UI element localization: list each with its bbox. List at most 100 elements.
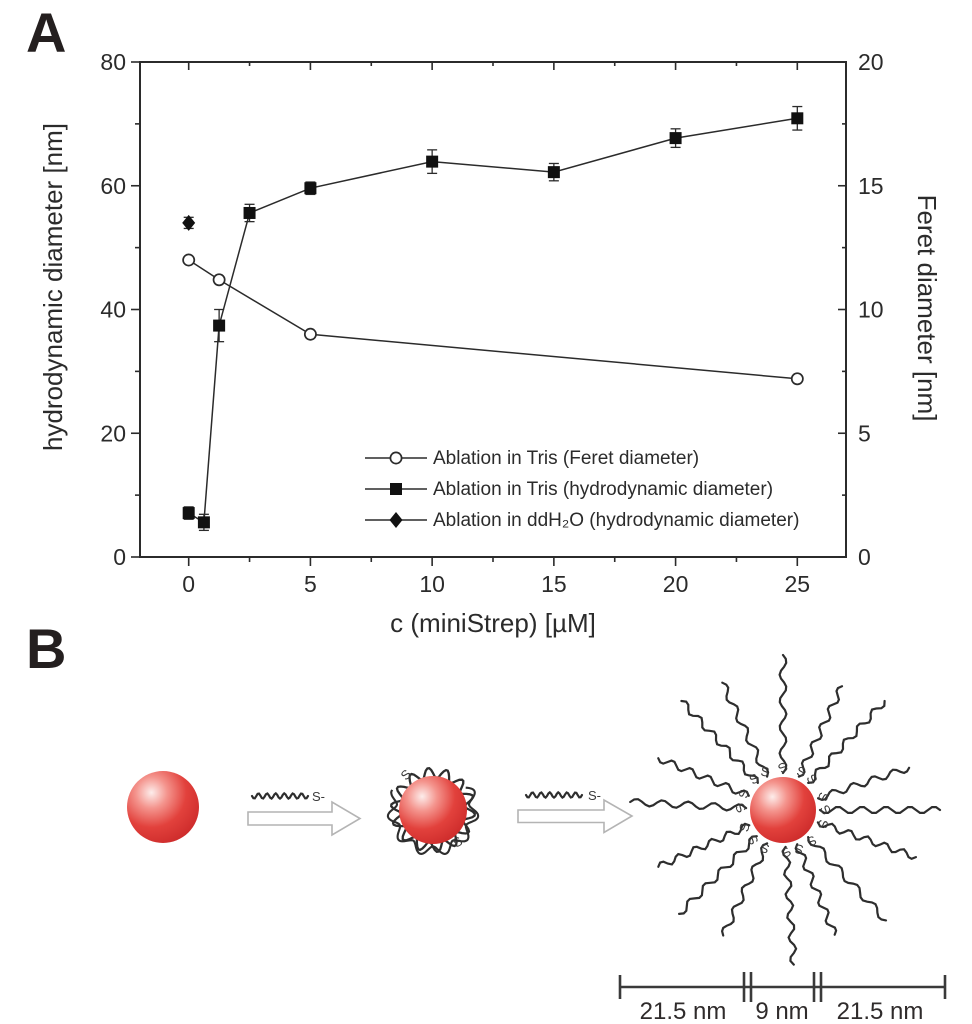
sulfur-glyph: S	[732, 800, 749, 815]
marker-open-circle	[389, 451, 403, 465]
x-tick-label: 25	[785, 571, 811, 597]
y-right-tick-label: 5	[858, 420, 871, 446]
sulfur-glyph: S	[804, 832, 820, 849]
shell-ligand	[818, 806, 942, 814]
marker-filled-square	[426, 155, 439, 168]
sulfur-glyph: S	[778, 844, 794, 861]
shell-ligand	[657, 757, 750, 797]
shell-ligand	[629, 798, 748, 812]
sulfur-glyph: S	[815, 791, 832, 804]
coated-sphere	[399, 776, 467, 844]
y-left-tick-label: 60	[100, 173, 126, 199]
marker-filled-square	[213, 319, 226, 332]
marker-filled-square	[669, 132, 682, 145]
scale-label-right: 21.5 nm	[837, 998, 924, 1024]
marker-filled-square	[182, 507, 195, 520]
scale-label-core: 9 nm	[755, 998, 808, 1024]
shell-ligand	[778, 653, 788, 775]
arrow-right-icon-2	[517, 798, 634, 834]
y-right-tick-label: 10	[858, 297, 884, 323]
shell-ligand	[807, 699, 886, 784]
coated-nanoparticle: S S	[386, 766, 480, 855]
ligand-wrap-ring-2	[386, 786, 480, 855]
legend-label-ddh2o-hydro: Ablation in ddH₂O (hydrodynamic diameter…	[433, 510, 799, 531]
x-tick-label: 20	[663, 571, 689, 597]
chart-legend: Ablation in Tris (Feret diameter) Ablati…	[365, 448, 799, 531]
panel-a: A 0 5 10 15 20 25 0 20 40 60 80 0 5 10 15 20 c (miniStr…	[26, 1, 942, 638]
core-sphere	[750, 777, 816, 843]
legend-markers	[365, 451, 427, 528]
legend-label-tris-hydro: Ablation in Tris (hydrodynamic diameter)	[433, 479, 773, 500]
marker-open-circle	[790, 372, 804, 386]
shell-ligand	[781, 845, 798, 966]
y-left-tick-label: 20	[100, 420, 126, 446]
marker-filled-square	[547, 166, 560, 179]
shell-ligand	[678, 835, 758, 915]
sulfur-glyph: S	[803, 771, 820, 787]
reaction-arrow-2: S-	[517, 788, 634, 834]
shell-ligand	[807, 836, 888, 922]
sulfur-glyph: S	[817, 802, 834, 818]
thiol-label-2: S-	[588, 788, 601, 803]
ligand-shell	[629, 653, 942, 966]
shell-ligand	[721, 681, 770, 778]
shell-ligand	[657, 822, 751, 868]
chart-tick-labels: 0 5 10 15 20 25 0 20 40 60 80 0 5 10 15 20	[100, 49, 883, 597]
series-line	[188, 259, 798, 380]
y-right-tick-label: 0	[858, 544, 871, 570]
legend-label-feret: Ablation in Tris (Feret diameter)	[433, 448, 699, 469]
y-axis-title-right: Feret diameter [nm]	[912, 195, 942, 422]
x-tick-label: 5	[304, 571, 317, 597]
sulfur-glyph: S	[815, 819, 831, 830]
panel-a-label: A	[26, 1, 66, 64]
marker-filled-square	[197, 516, 210, 529]
panel-b-label: B	[26, 617, 66, 680]
sulfur-glyph: S	[795, 763, 808, 780]
y-left-tick-label: 40	[100, 297, 126, 323]
marker-filled-square	[390, 483, 402, 495]
thiol-ligand-squiggle-1	[250, 791, 310, 801]
reaction-arrow-1: S-	[247, 789, 362, 837]
chart-ticks	[131, 61, 846, 566]
shell-ligand	[720, 842, 769, 937]
chart-series	[182, 105, 804, 532]
y-right-tick-label: 20	[858, 49, 884, 75]
shell-ligand	[817, 766, 911, 802]
marker-filled-diamond	[182, 214, 196, 231]
sulfur-glyph: S	[793, 841, 805, 857]
marker-filled-square	[243, 206, 256, 219]
marker-filled-square	[304, 182, 317, 195]
sulfur-glyph: S	[744, 832, 761, 848]
x-axis-title: c (miniStrep) [µM]	[390, 608, 596, 638]
x-tick-label: 15	[541, 571, 567, 597]
thiol-ligand-squiggle-2	[524, 790, 584, 800]
shell-ligand	[794, 843, 838, 936]
shell-ligand	[680, 699, 759, 784]
sulfur-glyph: S	[775, 759, 791, 776]
sulfur-glyph: S	[736, 822, 752, 833]
shell-ligand	[816, 821, 917, 861]
scale-label-left: 21.5 nm	[640, 998, 727, 1024]
x-tick-label: 0	[182, 571, 195, 597]
scale-bar	[618, 972, 947, 1002]
thiol-label-1: S-	[312, 789, 325, 804]
y-left-tick-label: 0	[113, 544, 126, 570]
marker-filled-square	[791, 112, 804, 125]
sulfur-glyph: S	[758, 840, 771, 857]
y-axis-title-left: hydrodynamic diameter [nm]	[38, 123, 68, 451]
sulfur-glyph: S	[760, 764, 771, 780]
y-left-tick-label: 80	[100, 49, 126, 75]
marker-open-circle	[303, 327, 317, 341]
sulfur-glyph: S	[735, 788, 752, 800]
shell-ligand	[797, 685, 844, 778]
marker-open-circle	[212, 273, 226, 287]
marker-open-circle	[182, 253, 196, 267]
marker-filled-diamond	[389, 512, 403, 528]
arrow-right-icon	[247, 800, 362, 837]
x-tick-label: 10	[419, 571, 445, 597]
bare-nanoparticle	[127, 771, 199, 843]
